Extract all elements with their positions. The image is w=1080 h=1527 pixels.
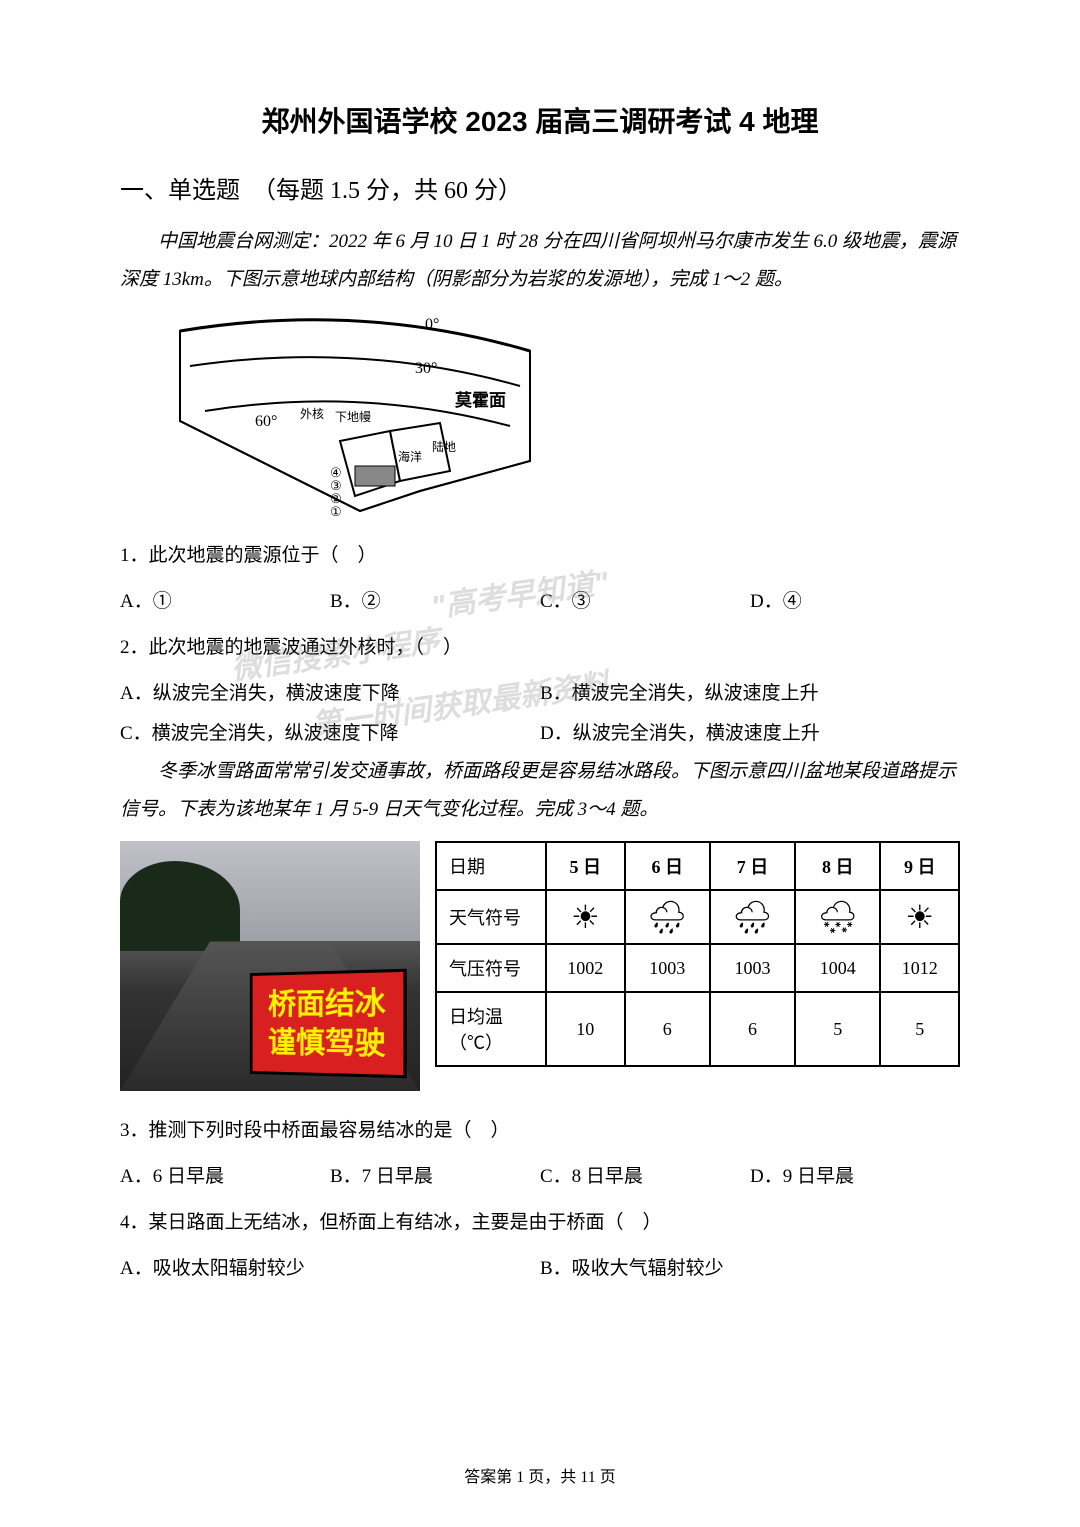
label-land: 陆地	[432, 439, 456, 454]
marker-4: ④	[330, 465, 342, 480]
q2-choice-d: D．纵波完全消失，横波速度上升	[540, 714, 960, 754]
q3-choice-c: C．8 日早晨	[540, 1157, 750, 1197]
date-9: 9 日	[880, 842, 959, 890]
header-label: 日期	[436, 842, 546, 890]
pressure-8: 1004	[795, 944, 880, 992]
q2-choice-b: B．横波完全消失，纵波速度上升	[540, 674, 960, 714]
weather-icon-9: ☀	[880, 890, 959, 944]
q1-choice-a: A．①	[120, 582, 330, 622]
date-7: 7 日	[710, 842, 795, 890]
weather-icon-6: 🌧	[625, 890, 710, 944]
q2-choice-c: C．横波完全消失，纵波速度下降	[120, 714, 540, 754]
intro-1: 中国地震台网测定：2022 年 6 月 10 日 1 时 28 分在四川省阿坝州…	[120, 223, 960, 299]
q4-choice-a: A．吸收太阳辐射较少	[120, 1249, 540, 1289]
weather-icon-5: ☀	[546, 890, 625, 944]
temp-label: 日均温（℃）	[436, 992, 546, 1066]
earth-structure-diagram: 0° 30° 60° 莫霍面 外核 下地幔 海洋 陆地 ① ② ③ ④	[160, 311, 540, 521]
weather-label: 天气符号	[436, 890, 546, 944]
weather-icon-7: 🌧	[710, 890, 795, 944]
page-footer: 答案第 1 页，共 11 页	[0, 1463, 1080, 1487]
photo-table-row: 桥面结冰 谨慎驾驶 日期 5 日 6 日 7 日 8 日 9 日 天气符号 ☀ …	[120, 841, 960, 1091]
q1-choice-b: B．②	[330, 582, 540, 622]
road-photo: 桥面结冰 谨慎驾驶	[120, 841, 420, 1091]
section-header: 一、单选题 （每题 1.5 分，共 60 分）	[120, 170, 960, 205]
temp-9: 5	[880, 992, 959, 1066]
label-60deg: 60°	[255, 413, 277, 430]
q1-choice-d: D．④	[750, 582, 960, 622]
intro-2: 冬季冰雪路面常常引发交通事故，桥面路段更是容易结冰路段。下图示意四川盆地某段道路…	[120, 753, 960, 829]
q1-choices: A．① B．② C．③ D．④	[120, 582, 960, 622]
weather-table: 日期 5 日 6 日 7 日 8 日 9 日 天气符号 ☀ 🌧 🌧 🌨 ☀ 气压…	[435, 841, 960, 1067]
marker-1: ①	[330, 504, 342, 519]
pressure-9: 1012	[880, 944, 959, 992]
sign-line2: 谨慎驾驶	[268, 1024, 385, 1064]
q4-choice-b: B．吸收大气辐射较少	[540, 1249, 960, 1289]
date-6: 6 日	[625, 842, 710, 890]
q3-stem: 3．推测下列时段中桥面最容易结冰的是（ ）	[120, 1111, 960, 1151]
q3-choice-b: B．7 日早晨	[330, 1157, 540, 1197]
label-30deg: 30°	[415, 360, 437, 377]
table-row-pressure: 气压符号 1002 1003 1003 1004 1012	[436, 944, 959, 992]
q1-choice-c: C．③	[540, 582, 750, 622]
temp-8: 5	[795, 992, 880, 1066]
q4-choices: A．吸收太阳辐射较少 B．吸收大气辐射较少	[120, 1249, 960, 1289]
table-row-temp: 日均温（℃） 10 6 6 5 5	[436, 992, 959, 1066]
table-row-weather: 天气符号 ☀ 🌧 🌧 🌨 ☀	[436, 890, 959, 944]
marker-3: ③	[330, 478, 342, 493]
q2-choices: A．纵波完全消失，横波速度下降 B．横波完全消失，纵波速度上升 C．横波完全消失…	[120, 674, 960, 754]
temp-5: 10	[546, 992, 625, 1066]
warning-sign: 桥面结冰 谨慎驾驶	[250, 969, 407, 1079]
temp-7: 6	[710, 992, 795, 1066]
pressure-7: 1003	[710, 944, 795, 992]
q3-choice-a: A．6 日早晨	[120, 1157, 330, 1197]
q3-choice-d: D．9 日早晨	[750, 1157, 960, 1197]
page-title: 郑州外国语学校 2023 届高三调研考试 4 地理	[120, 100, 960, 140]
pressure-5: 1002	[546, 944, 625, 992]
sign-line1: 桥面结冰	[268, 984, 385, 1024]
q2-stem: 2．此次地震的地震波通过外核时，（ ）	[120, 628, 960, 668]
q1-stem: 1．此次地震的震源位于（ ）	[120, 536, 960, 576]
q4-stem: 4．某日路面上无结冰，但桥面上有结冰，主要是由于桥面（ ）	[120, 1203, 960, 1243]
date-8: 8 日	[795, 842, 880, 890]
pressure-6: 1003	[625, 944, 710, 992]
table-row-header: 日期 5 日 6 日 7 日 8 日 9 日	[436, 842, 959, 890]
marker-2: ②	[330, 491, 342, 506]
q3-choices: A．6 日早晨 B．7 日早晨 C．8 日早晨 D．9 日早晨	[120, 1157, 960, 1197]
temp-6: 6	[625, 992, 710, 1066]
pressure-label: 气压符号	[436, 944, 546, 992]
label-ocean: 海洋	[398, 449, 422, 464]
exam-page: 郑州外国语学校 2023 届高三调研考试 4 地理 一、单选题 （每题 1.5 …	[0, 0, 1080, 1527]
weather-icon-8: 🌨	[795, 890, 880, 944]
label-outer: 外核	[300, 407, 324, 421]
date-5: 5 日	[546, 842, 625, 890]
label-moho: 莫霍面	[454, 391, 506, 410]
label-mantle: 下地幔	[335, 409, 371, 424]
label-0deg: 0°	[425, 316, 439, 333]
q2-choice-a: A．纵波完全消失，横波速度下降	[120, 674, 540, 714]
